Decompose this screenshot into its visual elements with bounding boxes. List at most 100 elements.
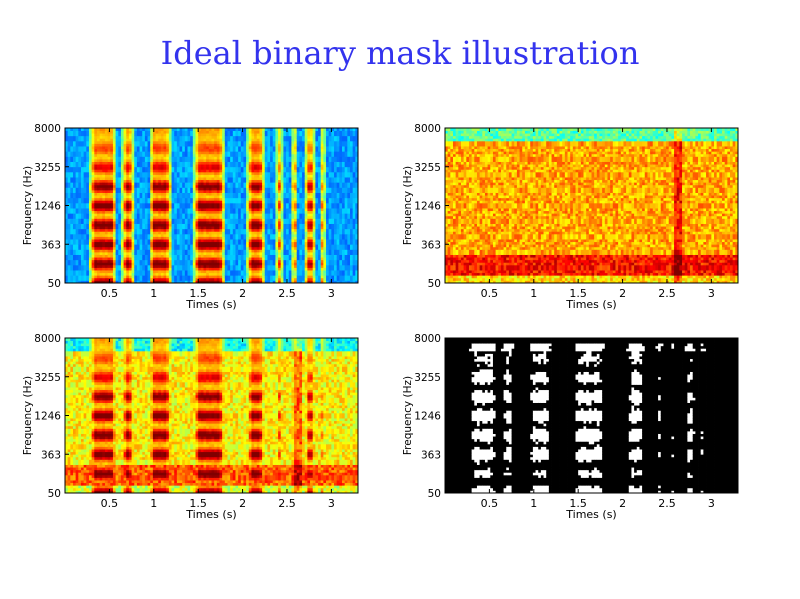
heatmap-cell [123, 153, 127, 157]
heatmap-cell [179, 200, 183, 204]
heatmap-cell [278, 177, 282, 181]
heatmap-cell [206, 146, 210, 150]
heatmap-cell [248, 215, 252, 219]
heatmap-cell [166, 177, 170, 181]
heatmap-cell [184, 210, 188, 214]
heatmap-cell [152, 151, 156, 155]
heatmap-cell [65, 205, 69, 209]
heatmap-cell [278, 164, 282, 168]
heatmap-cell [240, 236, 244, 240]
heatmap-cell [144, 264, 148, 268]
heatmap-cell [248, 192, 252, 196]
heatmap-cell [251, 264, 255, 268]
heatmap-cell [272, 182, 276, 186]
heatmap-cell [251, 187, 255, 191]
heatmap-cell [275, 254, 279, 258]
heatmap-cell [91, 259, 95, 263]
heatmap-cell [80, 148, 85, 152]
heatmap-cell [246, 151, 250, 155]
heatmap-cell [115, 223, 119, 227]
heatmap-cell [251, 161, 255, 165]
heatmap-cell [251, 254, 255, 258]
heatmap-cell [80, 140, 85, 144]
heatmap-cell [155, 171, 159, 175]
heatmap-cell [200, 218, 204, 222]
heatmap-cell [174, 143, 178, 147]
heatmap-cell [171, 259, 175, 263]
heatmap-cell [262, 228, 266, 232]
heatmap-cell [163, 133, 167, 137]
heatmap-cell [224, 151, 228, 155]
heatmap-cell [75, 249, 79, 253]
heatmap-cell [134, 138, 138, 142]
heatmap-cell [94, 257, 98, 261]
heatmap-cell [107, 135, 111, 139]
heatmap-cell [91, 177, 95, 181]
heatmap-cell [78, 228, 82, 232]
heatmap-cell [195, 133, 199, 137]
heatmap-cell [286, 262, 290, 266]
heatmap-cell [275, 177, 279, 181]
heatmap-cell [171, 148, 175, 152]
heatmap-cell [206, 218, 210, 222]
heatmap-cell [70, 215, 74, 219]
heatmap-cell [208, 280, 212, 284]
heatmap-cell [134, 177, 138, 181]
heatmap-cell [174, 166, 178, 170]
heatmap-cell [104, 161, 109, 165]
heatmap-cell [80, 202, 85, 206]
heatmap-cell [78, 192, 82, 196]
heatmap-cell [270, 208, 274, 212]
heatmap-cell [91, 164, 95, 168]
heatmap-cell [270, 169, 274, 173]
heatmap-cell [251, 280, 255, 284]
heatmap-cell [128, 262, 132, 266]
heatmap-cell [131, 249, 135, 253]
heatmap-cell [176, 156, 180, 160]
heatmap-cell [160, 164, 164, 168]
heatmap-cell [235, 195, 239, 199]
heatmap-cell [118, 200, 122, 204]
heatmap-cell [203, 171, 207, 175]
heatmap-cell [78, 244, 82, 248]
heatmap-cell [118, 197, 122, 201]
heatmap-cell [155, 195, 159, 199]
heatmap-cell [91, 233, 95, 237]
heatmap-cell [198, 262, 202, 266]
heatmap-cell [110, 262, 114, 266]
heatmap-cell [139, 223, 143, 227]
heatmap-cell [102, 226, 106, 230]
heatmap-cell [179, 202, 183, 206]
heatmap-cell [232, 159, 236, 162]
heatmap-cell [67, 246, 71, 250]
heatmap-cell [118, 161, 122, 165]
heatmap-cell [139, 177, 143, 181]
heatmap-cell [67, 228, 71, 232]
heatmap-cell [83, 190, 87, 193]
heatmap-cell [107, 177, 111, 181]
heatmap-cell [182, 218, 186, 222]
heatmap-cell [222, 148, 226, 152]
heatmap-cell [283, 213, 287, 217]
heatmap-cell [88, 177, 93, 181]
heatmap-cell [219, 182, 223, 186]
heatmap-cell [206, 239, 210, 243]
heatmap-cell [283, 275, 287, 279]
heatmap-cell [99, 275, 103, 279]
heatmap-cell [171, 264, 175, 268]
heatmap-cell [126, 166, 130, 170]
heatmap-cell [206, 138, 210, 142]
heatmap-cell [158, 208, 162, 212]
heatmap-cell [139, 213, 143, 217]
heatmap-cell [272, 133, 276, 137]
heatmap-cell [86, 215, 90, 219]
heatmap-cell [91, 153, 95, 157]
heatmap-cell [88, 146, 93, 150]
heatmap-cell [259, 159, 263, 162]
heatmap-cell [155, 192, 159, 196]
heatmap-cell [214, 195, 218, 199]
heatmap-cell [136, 195, 140, 199]
heatmap-cell [168, 190, 172, 193]
heatmap-cell [104, 151, 109, 155]
heatmap-cell [102, 202, 106, 206]
